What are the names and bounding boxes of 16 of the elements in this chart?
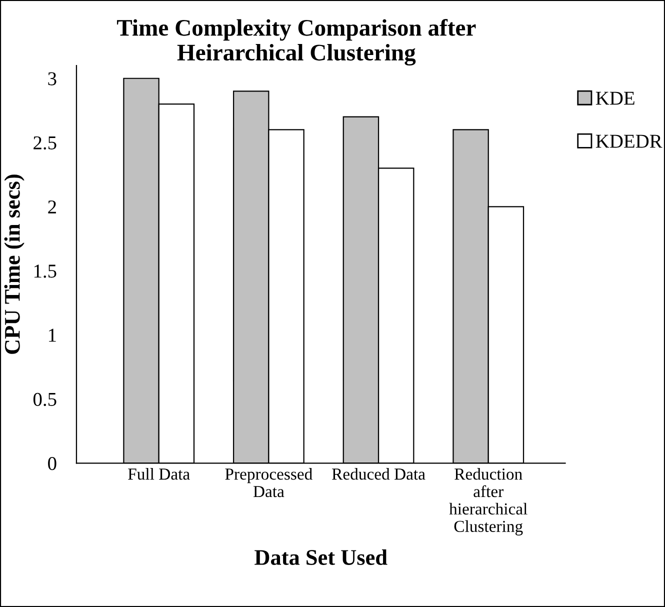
- y-tick-label: 1.5: [34, 264, 56, 278]
- x-tick-label: Preprocessed Data: [225, 468, 312, 498]
- x-tick-label: Reduced Data: [332, 468, 426, 480]
- x-tick-label: Full Data: [128, 468, 190, 480]
- y-tick-label: 2.5: [34, 136, 56, 150]
- y-tick-label: 1: [49, 328, 56, 342]
- legend-label: KDEDR: [596, 134, 662, 148]
- chart-title: Time Complexity Comparison after Heirarchical Clustering: [116, 18, 476, 66]
- y-tick-label: 0.5: [33, 392, 56, 406]
- x-tick-label: Reduction after hierarchical Clustering: [449, 468, 528, 536]
- x-axis-title: Data Set Used: [254, 549, 388, 565]
- y-tick-label: 3: [48, 72, 56, 86]
- y-tick-label: 0: [48, 456, 56, 470]
- y-axis-title: CPU Time (in secs): [4, 174, 24, 354]
- legend-label: KDE: [596, 92, 634, 105]
- y-tick-label: 2: [48, 200, 56, 214]
